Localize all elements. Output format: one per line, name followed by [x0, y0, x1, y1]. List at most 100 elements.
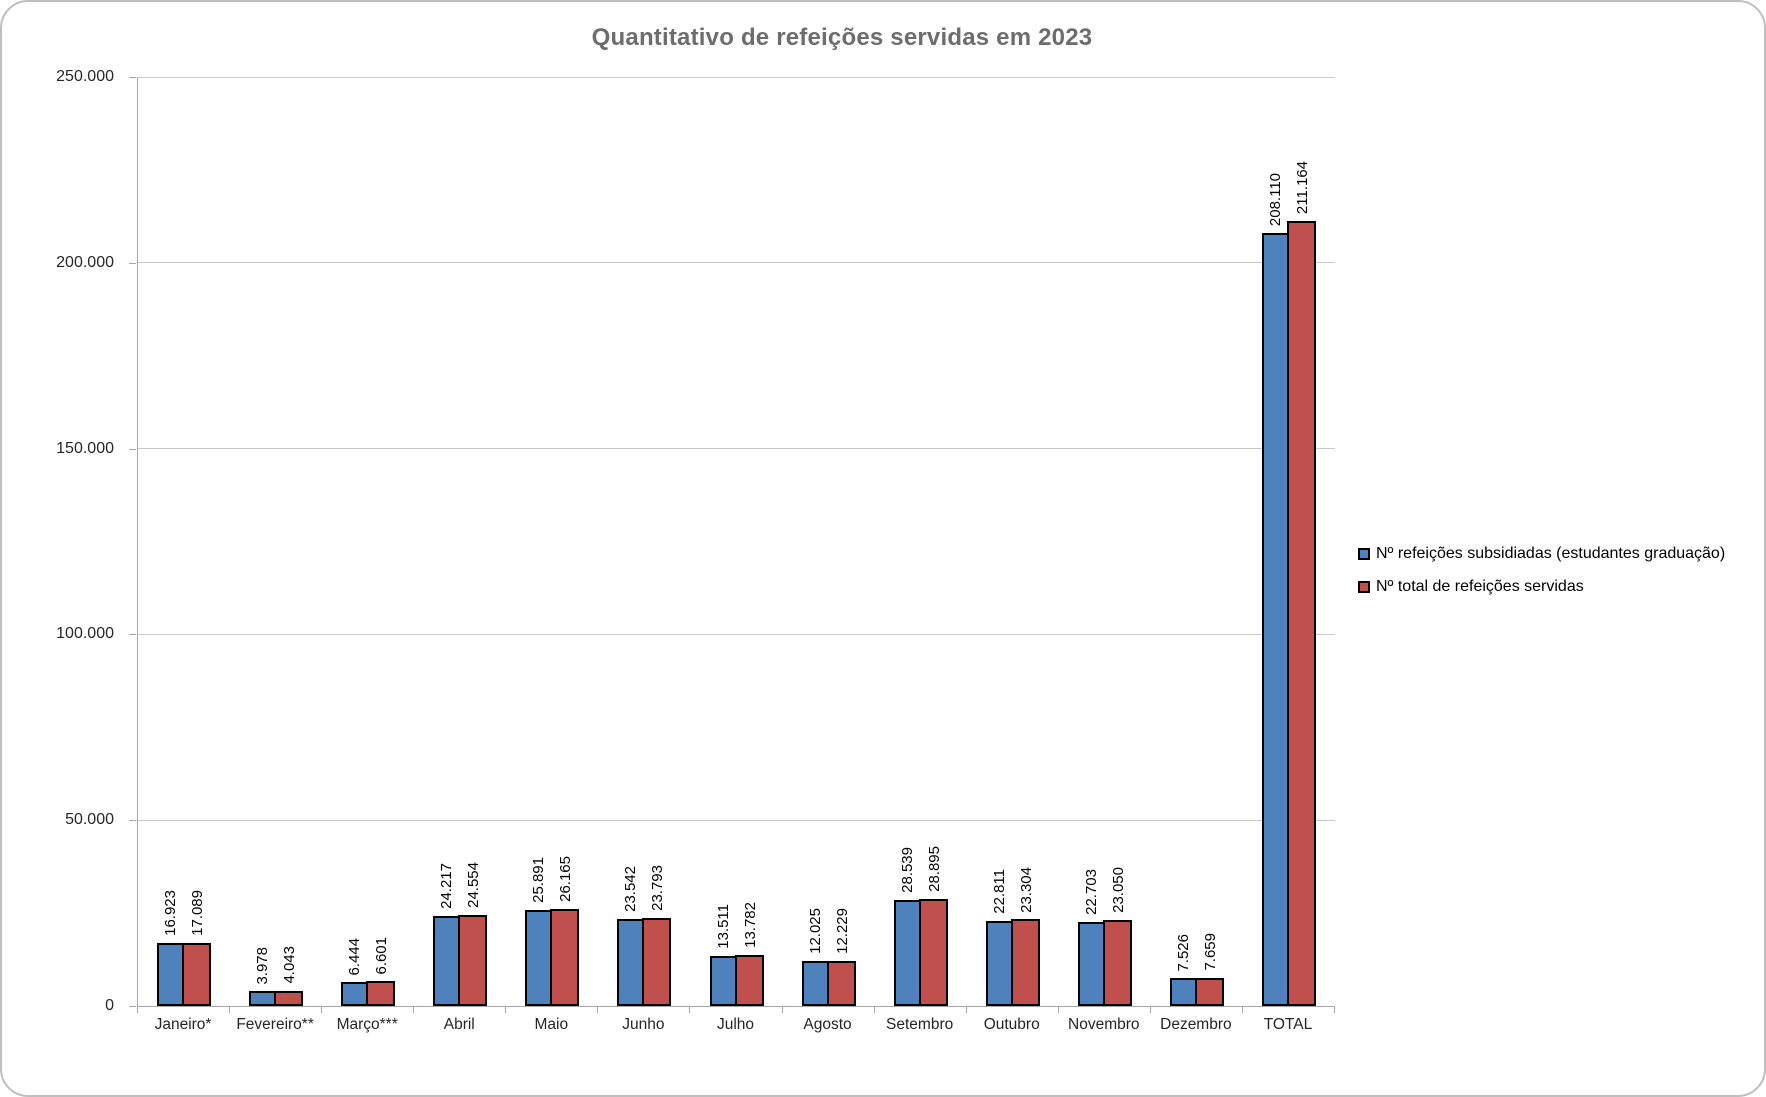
bar-label: 26.165 [557, 855, 575, 902]
y-axis-label: 50.000 [65, 811, 114, 829]
y-tick [129, 820, 136, 822]
legend-swatch-blue-icon [1358, 548, 1370, 560]
y-tick [129, 448, 136, 450]
x-axis-label: Março*** [336, 1016, 398, 1033]
bar [1010, 919, 1040, 1006]
y-axis-label: 150.000 [56, 439, 114, 457]
bar-label: 6.444 [346, 937, 364, 976]
x-tick [689, 1006, 691, 1013]
bar-label: 6.601 [373, 936, 391, 975]
bar [341, 982, 369, 1006]
x-axis-label: TOTAL [1263, 1016, 1313, 1033]
bar [366, 981, 396, 1006]
bar [525, 909, 553, 1006]
bar [1194, 977, 1224, 1006]
bar-label: 211.164 [1293, 161, 1311, 215]
x-tick [781, 1006, 783, 1013]
x-axis-label: Maio [534, 1016, 569, 1033]
x-axis-label: Junho [622, 1016, 665, 1033]
bar-label: 12.229 [833, 907, 851, 954]
legend-item-subsidiadas: Nº refeições subsidiadas (estudantes gra… [1358, 545, 1725, 563]
bar [1077, 921, 1105, 1006]
bar [182, 942, 212, 1006]
y-tick [129, 634, 136, 636]
bar-label: 7.526 [1174, 933, 1192, 972]
bar-label: 208.110 [1266, 172, 1284, 226]
x-tick [873, 1006, 875, 1013]
x-tick [1057, 1006, 1059, 1013]
legend: Nº refeições subsidiadas (estudantes gra… [1358, 545, 1725, 611]
bar-label: 23.793 [649, 864, 667, 911]
bar [157, 943, 185, 1006]
bar [617, 918, 645, 1006]
bar [918, 898, 948, 1006]
bar-label: 24.554 [465, 861, 483, 908]
bar-label: 3.978 [254, 946, 272, 985]
y-tick [129, 77, 136, 78]
x-tick [229, 1006, 231, 1013]
y-tick [129, 262, 136, 264]
bar-label: 24.217 [438, 863, 456, 910]
bar [1261, 232, 1289, 1006]
bar-label: 23.050 [1109, 867, 1127, 914]
x-axis-label: Dezembro [1160, 1016, 1232, 1033]
bar [1169, 978, 1197, 1006]
x-tick [597, 1006, 599, 1013]
y-axis-label: 0 [105, 997, 114, 1014]
x-axis-label: Agosto [803, 1016, 852, 1033]
bar-label: 22.703 [1082, 868, 1100, 915]
x-tick [137, 1006, 138, 1013]
legend-item-total: Nº total de refeições servidas [1358, 578, 1725, 596]
bar-label: 23.304 [1017, 866, 1035, 913]
bar-label: 12.025 [806, 908, 824, 955]
bar-label: 22.811 [990, 869, 1008, 915]
bar [1102, 920, 1132, 1006]
x-tick [321, 1006, 323, 1013]
y-axis-label: 250.000 [56, 68, 114, 85]
bar [985, 921, 1013, 1006]
x-axis-label: Janeiro* [154, 1016, 212, 1033]
x-tick [413, 1006, 415, 1013]
y-axis-label: 100.000 [56, 625, 114, 643]
bar [550, 908, 580, 1006]
bar [458, 914, 488, 1006]
x-tick [965, 1006, 967, 1013]
x-tick [1149, 1006, 1151, 1013]
bar [826, 960, 856, 1006]
x-axis-label: Fevereiro** [236, 1016, 314, 1033]
bar [709, 955, 737, 1006]
bar-label: 25.891 [530, 856, 548, 903]
bar-label: 13.511 [714, 904, 732, 949]
bar [274, 990, 304, 1006]
x-tick [1241, 1006, 1243, 1013]
legend-swatch-red-icon [1358, 581, 1370, 593]
legend-label: Nº total de refeições servidas [1376, 578, 1584, 595]
bar [801, 961, 829, 1006]
legend-label: Nº refeições subsidiadas (estudantes gra… [1376, 545, 1726, 562]
x-axis-label: Novembro [1068, 1016, 1140, 1033]
bar [642, 917, 672, 1006]
bar [249, 991, 277, 1006]
bar-label: 16.923 [162, 890, 180, 937]
bar-label: 17.089 [189, 889, 207, 936]
bar [1286, 221, 1316, 1006]
bar-label: 23.542 [622, 865, 640, 912]
bar [734, 954, 764, 1006]
gridline [138, 633, 1335, 635]
gridline [138, 262, 1335, 264]
bar-label: 7.659 [1201, 933, 1219, 971]
plot-area: 16.923 17.089 3.978 4.043 6.444 6.601 24.217 24… [137, 76, 1335, 1007]
x-axis-label: Julho [716, 1016, 755, 1033]
x-axis-label: Setembro [886, 1016, 954, 1033]
bar-label: 28.539 [898, 847, 916, 893]
bar-label: 13.782 [741, 901, 759, 948]
bar [893, 899, 921, 1006]
x-axis-label: Abril [443, 1016, 475, 1033]
bar-label: 28.895 [925, 845, 943, 892]
x-tick [505, 1006, 507, 1013]
gridline [138, 819, 1335, 821]
bar-label: 4.043 [281, 946, 299, 984]
y-tick [129, 1006, 136, 1007]
x-axis-label: Outubro [983, 1016, 1040, 1033]
